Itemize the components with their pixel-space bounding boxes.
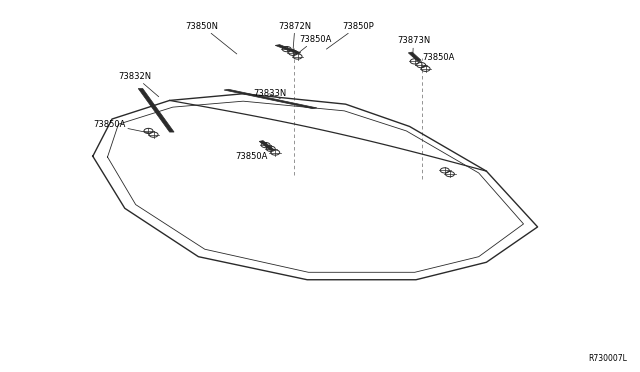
Text: 73850A: 73850A (300, 35, 332, 52)
Text: 73850A: 73850A (236, 150, 268, 161)
Text: 73850P: 73850P (326, 22, 374, 49)
Text: 73850A: 73850A (93, 120, 150, 133)
Text: 73850N: 73850N (186, 22, 237, 54)
Polygon shape (408, 52, 421, 61)
Text: R730007L: R730007L (588, 354, 627, 363)
Text: 73873N: 73873N (397, 36, 430, 57)
Polygon shape (138, 89, 174, 132)
Text: 73872N: 73872N (278, 22, 312, 49)
Polygon shape (224, 89, 317, 109)
Text: 73832N: 73832N (118, 72, 159, 97)
Polygon shape (275, 45, 301, 54)
Text: 73833N: 73833N (253, 89, 286, 99)
Text: 73850A: 73850A (422, 53, 455, 67)
Polygon shape (259, 141, 274, 150)
